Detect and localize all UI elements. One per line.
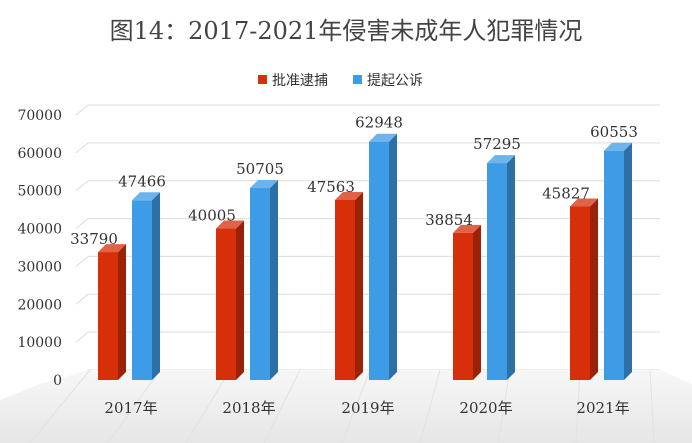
- x-tick-label: 2020年: [459, 399, 512, 417]
- bar-top: [335, 191, 363, 200]
- y-tick-label: 10000: [17, 335, 62, 351]
- bar-top: [369, 133, 397, 142]
- gridline: [75, 104, 660, 116]
- bar-top: [132, 192, 160, 201]
- bar-prosecution-1: [132, 192, 160, 380]
- floor-line: [185, 369, 231, 443]
- bar-top: [604, 142, 632, 151]
- bar-arrest-2: [216, 220, 244, 380]
- legend-swatch-1: [258, 75, 267, 84]
- bar-front: [453, 232, 473, 380]
- legend-swatch-2: [353, 75, 362, 84]
- floor-line: [497, 369, 511, 443]
- bar-prosecution-4: [487, 155, 515, 380]
- gridline: [75, 142, 660, 154]
- data-label: 47466: [118, 172, 166, 190]
- floor-line: [263, 369, 301, 443]
- x-tick-label: 2019年: [341, 399, 394, 417]
- bar-side: [270, 180, 278, 380]
- floor-line: [341, 369, 371, 443]
- bar-side: [355, 191, 363, 380]
- gridlines: [75, 104, 660, 381]
- bar-prosecution-5: [604, 142, 632, 380]
- legend-label-1: 批准逮捕: [272, 73, 328, 89]
- bar-front: [250, 188, 270, 380]
- bar-side: [473, 224, 481, 380]
- bar-arrest-1: [98, 244, 126, 380]
- bar-prosecution-2: [250, 180, 278, 380]
- y-tick-label: 60000: [17, 146, 62, 162]
- y-tick-label: 30000: [17, 259, 62, 275]
- gridline: [75, 218, 660, 229]
- floor-line: [107, 369, 161, 443]
- data-label: 45827: [542, 185, 590, 203]
- y-tick-label: 20000: [17, 297, 62, 313]
- y-tick-label: 70000: [17, 108, 62, 124]
- bar-front: [570, 206, 590, 380]
- data-label: 40005: [188, 207, 236, 225]
- bar-top: [487, 155, 515, 164]
- data-label: 60553: [590, 123, 638, 141]
- y-tick-label: 40000: [17, 222, 62, 238]
- data-label: 62948: [355, 114, 403, 132]
- floor-line: [575, 369, 581, 443]
- legend-label-2: 提起公诉: [367, 73, 423, 89]
- floor-line: [649, 369, 655, 443]
- bar-side: [590, 198, 598, 380]
- bars: [98, 133, 632, 380]
- bar-arrest-5: [570, 198, 598, 380]
- floor-plane: [0, 370, 692, 443]
- bar-top: [250, 180, 278, 189]
- bar-side: [389, 133, 397, 380]
- x-axis: 2017年 2018年 2019年 2020年 2021年: [104, 399, 629, 417]
- bar-side: [118, 244, 126, 380]
- bar-side: [624, 142, 632, 380]
- bar-front: [369, 141, 389, 380]
- bar-front: [487, 163, 507, 380]
- bar-front: [98, 252, 118, 380]
- legend: 批准逮捕 提起公诉: [258, 73, 423, 89]
- data-label: 47563: [307, 178, 355, 196]
- bar-side: [507, 155, 515, 380]
- bar-front: [132, 200, 152, 380]
- x-tick-label: 2018年: [222, 399, 275, 417]
- chart-floor: [0, 369, 692, 443]
- bar-top: [453, 224, 481, 233]
- chart-title: 图14：2017-2021年侵害未成年人犯罪情况: [110, 17, 583, 45]
- floor-line: [419, 369, 441, 443]
- x-tick-label: 2021年: [576, 399, 629, 417]
- bar-top: [98, 244, 126, 253]
- floor-line: [29, 369, 91, 443]
- y-tick-label: 50000: [17, 184, 62, 200]
- bar-side: [236, 220, 244, 380]
- y-axis: 70000 60000 50000 40000 30000 20000 10000 0: [17, 108, 62, 389]
- bar-top: [216, 220, 244, 229]
- bar-front: [604, 150, 624, 380]
- y-tick-label: 0: [53, 373, 62, 389]
- bar-front: [216, 228, 236, 380]
- bar-top: [570, 198, 598, 207]
- gridline: [75, 180, 660, 192]
- data-label: 50705: [236, 160, 284, 178]
- data-labels: 33790 47466 40005 50705 47563 62948 38854 57295…: [70, 114, 638, 248]
- bar-arrest-3: [335, 191, 363, 380]
- x-tick-label: 2017年: [104, 399, 157, 417]
- data-label: 57295: [473, 135, 521, 153]
- bar-prosecution-3: [369, 133, 397, 380]
- bar-arrest-4: [453, 224, 481, 380]
- data-label: 38854: [425, 211, 473, 229]
- data-label: 33790: [70, 230, 118, 248]
- bar-front: [335, 199, 355, 380]
- bar-side: [152, 192, 160, 380]
